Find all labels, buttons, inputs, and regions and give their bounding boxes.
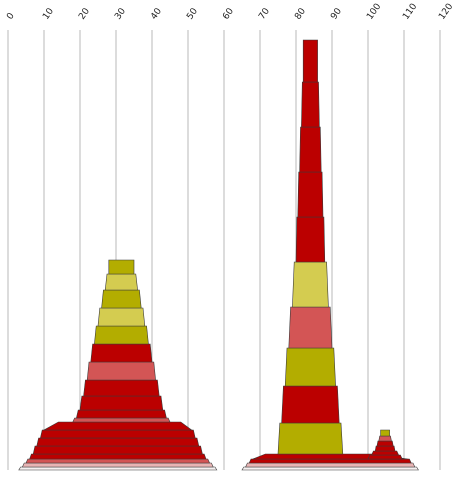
x-tick-label-30: 30 [113,6,128,21]
stack-2-band-12 [299,126,322,173]
stack-1-band-18 [104,273,138,291]
x-tick-label-60: 60 [221,6,236,21]
stack-1-band-6 [36,437,200,447]
stack-3-band-6 [380,429,390,437]
stack-1-band-17 [101,289,142,309]
stack-2-band-3 [248,458,412,464]
stack-1-band-7 [40,429,196,439]
x-tick-label-110: 110 [401,2,419,22]
stack-2 [241,39,419,471]
stack-2-band-8 [288,306,333,349]
stack-2-band-1 [241,466,419,471]
stack-1-band-16 [97,307,146,327]
x-tick-label-120: 120 [437,2,452,22]
stack-1-band-11 [79,395,164,411]
stack-3-band-4 [376,440,394,447]
stack-3-band-3 [374,445,396,452]
stack-2-band-10 [295,216,326,263]
stack-2-band-7 [284,347,336,387]
x-tick-label-40: 40 [149,6,164,21]
stack-2-band-13 [301,81,320,128]
stack-1-band-14 [90,343,153,363]
stack-1-band-10 [76,409,167,419]
x-tick-label-0: 0 [5,11,17,22]
stack-1-band-8 [42,421,193,431]
x-tick-label-70: 70 [257,6,272,21]
stack-1-band-5 [32,445,203,455]
x-tick-label-50: 50 [185,6,200,21]
stack-3-band-5 [378,435,392,442]
stack-3-band-1 [367,454,403,460]
stack-1-band-13 [86,361,156,381]
stack-1-band-19 [108,259,135,275]
stack-1-band-1 [18,466,218,471]
stack-2-band-14 [302,39,318,83]
stack-1-band-9 [72,417,171,423]
x-tick-label-20: 20 [77,6,92,21]
stack-2-band-6 [281,385,340,424]
stack-3-band-2 [371,450,400,456]
x-tick-label-90: 90 [329,6,344,21]
stack-1-band-15 [94,325,149,345]
stack-1-band-4 [29,453,207,460]
stack-1 [18,259,218,471]
stack-1-band-3 [25,458,211,464]
x-tick-labels: 0 10 20 30 40 50 60 70 80 90 100 110 120 [5,2,452,22]
stack-2-band-11 [297,171,324,218]
stack-2-band-5 [277,422,344,455]
x-tick-label-80: 80 [293,6,308,21]
stack-2-band-2 [245,462,416,468]
stack-1-band-12 [83,379,160,397]
x-tick-label-100: 100 [365,2,383,22]
stacked-bands [18,39,419,471]
grid-lines [7,30,441,470]
stack-1-band-2 [21,462,214,468]
stack-3 [367,429,403,460]
stack-2-band-9 [292,261,329,308]
x-tick-label-10: 10 [41,6,56,21]
